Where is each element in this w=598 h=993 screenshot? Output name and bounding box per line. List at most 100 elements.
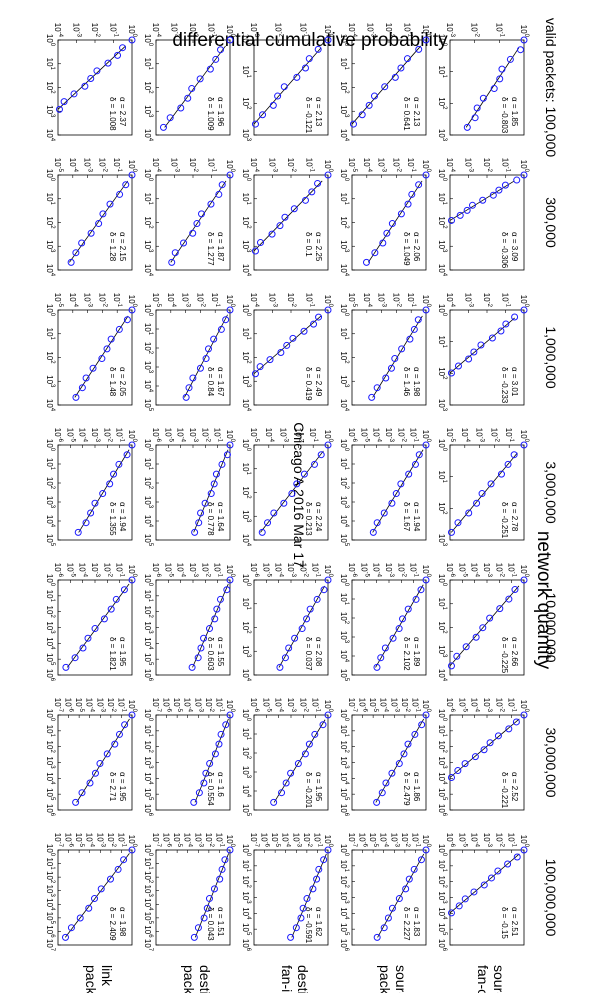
y-tick-label: 10-3 bbox=[249, 23, 259, 38]
y-tick-label: 100 bbox=[323, 835, 333, 848]
panel: 100 101 102 103 104 100 10-1 10-2 10-3 10-4 α = 1.… bbox=[143, 158, 235, 277]
delta-annotation: δ = -0.233 bbox=[500, 367, 509, 404]
x-tick-label: 103 bbox=[143, 105, 153, 118]
x-tick-label: 106 bbox=[143, 804, 153, 817]
delta-annotation: δ = -0.201 bbox=[304, 772, 313, 809]
y-tick-label: 100 bbox=[127, 430, 137, 443]
x-tick-label: 102 bbox=[241, 876, 251, 889]
alpha-annotation: α = 2.08 bbox=[314, 637, 323, 667]
data-point bbox=[82, 374, 90, 382]
y-tick-label: 10-2 bbox=[391, 293, 401, 308]
y-tick-label: 10-6 bbox=[53, 428, 63, 443]
data-point bbox=[383, 229, 391, 237]
x-tick-label: 105 bbox=[143, 399, 153, 412]
data-point bbox=[415, 181, 423, 189]
x-tick-label: 102 bbox=[241, 747, 251, 760]
panel: 10010110210310410510010-110-210-310-410-… bbox=[339, 428, 431, 547]
data-point bbox=[479, 196, 487, 204]
data-point bbox=[223, 451, 231, 459]
x-tick-label: 100 bbox=[241, 709, 251, 722]
alpha-annotation: α = 1.98 bbox=[118, 907, 127, 937]
x-tick-label: 101 bbox=[241, 463, 251, 476]
y-tick-label: 10-5 bbox=[457, 563, 467, 578]
y-tick-label: 10-6 bbox=[151, 428, 161, 443]
y-tick-label: 10-5 bbox=[347, 293, 357, 308]
x-tick-label: 102 bbox=[437, 741, 447, 754]
x-tick-label: 103 bbox=[339, 891, 349, 904]
x-tick-label: 103 bbox=[45, 621, 55, 634]
data-point bbox=[281, 654, 289, 662]
data-point bbox=[78, 384, 86, 392]
data-point bbox=[463, 123, 471, 131]
x-tick-label: 105 bbox=[339, 923, 349, 936]
delta-annotation: δ = 2.71 bbox=[108, 772, 117, 802]
fit-line bbox=[194, 853, 230, 938]
data-point bbox=[497, 327, 505, 335]
alpha-annotation: α = 3.09 bbox=[510, 232, 519, 262]
data-point bbox=[306, 605, 314, 613]
y-tick-label: 10-3 bbox=[90, 563, 100, 578]
data-point bbox=[463, 206, 471, 214]
data-point bbox=[79, 644, 87, 652]
y-tick-label: 10-4 bbox=[53, 23, 63, 38]
panel: 10010110210310410510610710010-110-210-31… bbox=[143, 833, 235, 952]
data-point bbox=[276, 222, 284, 230]
data-point bbox=[387, 364, 395, 372]
x-tick-label: 105 bbox=[45, 912, 55, 925]
y-tick-label: 10-1 bbox=[115, 428, 125, 443]
y-tick-label: 10-1 bbox=[507, 698, 517, 713]
data-point bbox=[81, 82, 89, 90]
y-tick-label: 10-2 bbox=[286, 158, 296, 173]
y-tick-label: 10-1 bbox=[308, 428, 318, 443]
y-tick-label: 10-4 bbox=[264, 428, 274, 443]
y-tick-label: 10-1 bbox=[305, 293, 315, 308]
x-tick-label: 103 bbox=[339, 631, 349, 644]
y-tick-label: 10-4 bbox=[166, 293, 176, 308]
data-point bbox=[471, 114, 479, 122]
data-point bbox=[324, 171, 332, 179]
data-point bbox=[395, 895, 403, 903]
data-point bbox=[470, 888, 478, 896]
alpha-annotation: α = 1.64 bbox=[216, 502, 225, 532]
panel: 100 101 102 103 104 100 10-1 10-2 10-3 10-4 α = 2.… bbox=[241, 293, 333, 412]
panel-frame bbox=[155, 309, 231, 406]
data-point bbox=[202, 355, 210, 363]
x-tick-label: 106 bbox=[45, 669, 55, 682]
y-tick-label: 10-1 bbox=[213, 563, 223, 578]
data-point bbox=[103, 750, 111, 758]
x-tick-label: 104 bbox=[339, 399, 349, 412]
data-point bbox=[195, 519, 203, 527]
x-tick-label: 100 bbox=[143, 844, 153, 857]
fit-line bbox=[291, 853, 327, 938]
data-point bbox=[74, 528, 82, 536]
y-tick-label: 10-1 bbox=[214, 698, 224, 713]
data-point bbox=[293, 480, 301, 488]
y-tick-label: 100 bbox=[127, 160, 137, 173]
y-tick-label: 10-3 bbox=[72, 23, 82, 38]
x-tick-label: 101 bbox=[45, 590, 55, 603]
y-tick-label: 10-1 bbox=[312, 833, 322, 848]
panel: 100 101 102 103 104 100 10-1 10-2 10-3 10-4 α = 2.… bbox=[339, 23, 431, 142]
data-point bbox=[300, 470, 308, 478]
column-label: 1,000,000 bbox=[543, 326, 559, 388]
x-tick-label: 103 bbox=[45, 240, 55, 253]
x-tick-label: 103 bbox=[241, 375, 251, 388]
panel-grid: valid packets: 100,000 300,000 1,000,000 3,… bbox=[45, 18, 559, 993]
row-label: fan-out bbox=[475, 965, 491, 993]
x-tick-label: 103 bbox=[45, 375, 55, 388]
x-tick-label: 104 bbox=[143, 380, 153, 393]
y-tick-label: 100 bbox=[323, 430, 333, 443]
data-point bbox=[453, 652, 461, 660]
data-point bbox=[504, 460, 512, 468]
data-point bbox=[128, 576, 136, 584]
alpha-annotation: α = 1.86 bbox=[412, 772, 421, 802]
delta-annotation: δ = 0.419 bbox=[304, 367, 313, 401]
y-tick-label: 10-6 bbox=[347, 563, 357, 578]
data-point bbox=[185, 384, 193, 392]
y-tick-label: 10-2 bbox=[489, 428, 499, 443]
x-tick-label: 102 bbox=[437, 97, 447, 110]
data-point bbox=[388, 769, 396, 777]
y-tick-label: 10-2 bbox=[482, 293, 492, 308]
y-tick-label: 100 bbox=[225, 700, 235, 713]
x-tick-label: 105 bbox=[241, 804, 251, 817]
